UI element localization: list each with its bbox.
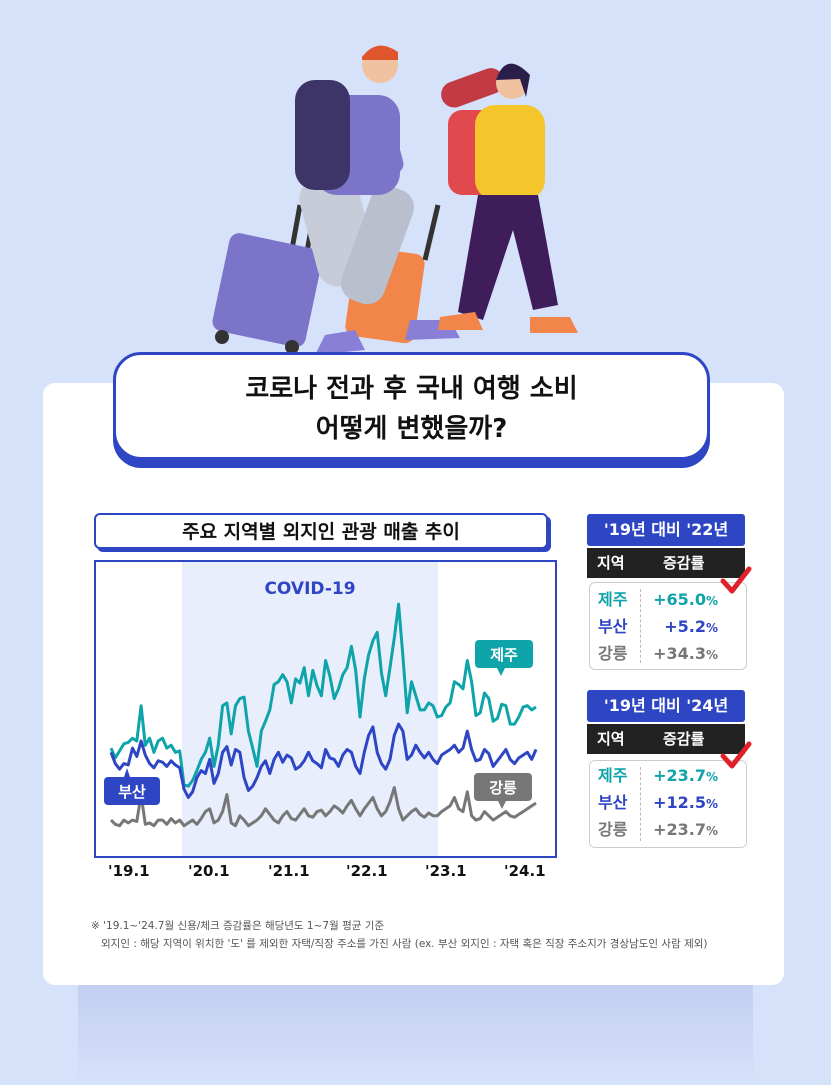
checkmark-icon <box>720 741 752 769</box>
busan-label-text: 부산 <box>118 783 146 801</box>
region: 강릉 <box>598 820 628 839</box>
rate: +5.2% <box>664 617 718 636</box>
x-tick-label: '19.1 <box>108 862 150 880</box>
col-rate: 증감률 <box>663 730 705 748</box>
table-24-heading: '19년 대비 '24년 <box>587 690 745 722</box>
series-label-jeju: 제주 <box>475 640 533 676</box>
series-line-2 <box>109 722 538 799</box>
rate: +12.5% <box>653 793 718 812</box>
table-24-body: 제주 +23.7% 부산 +12.5% 강릉 +23.7% <box>589 760 747 848</box>
col-rate: 증감률 <box>663 554 705 572</box>
rate: +23.7% <box>653 820 718 839</box>
table-24-column-header: 지역 증감률 <box>587 724 745 754</box>
region: 부산 <box>598 793 628 812</box>
jeju-label-text: 제주 <box>490 646 518 664</box>
heading-line-1: 코로나 전과 후 국내 여행 소비 <box>245 374 578 404</box>
chart-title: 주요 지역별 외지인 관광 매출 추이 <box>94 513 548 549</box>
x-tick-label: '23.1 <box>425 862 467 880</box>
heading-box: 코로나 전과 후 국내 여행 소비 어떻게 변했을까? <box>113 352 710 460</box>
bottom-shadow <box>78 985 753 1085</box>
x-tick-label: '22.1 <box>346 862 388 880</box>
x-tick-label: '20.1 <box>188 862 230 880</box>
purple-suitcase <box>212 233 323 348</box>
table-22-body: 제주 +65.0% 부산 +5.2% 강릉 +34.3% <box>589 582 747 670</box>
rate: +23.7% <box>653 766 718 785</box>
table-row: 제주 +23.7% <box>590 763 746 789</box>
footnote-line-1: ※ '19.1~'24.7월 신용/체크 증감률은 해당년도 1~7월 평균 기… <box>91 920 385 932</box>
divider <box>640 589 641 663</box>
rate: +65.0% <box>653 590 718 609</box>
travelers-illustration <box>212 45 578 355</box>
gangneung-label-text: 강릉 <box>489 779 517 797</box>
col-region: 지역 <box>597 554 625 572</box>
heading-line-2: 어떻게 변했을까? <box>315 414 508 444</box>
covid-label: COVID-19 <box>264 579 355 599</box>
x-tick-label: '21.1 <box>268 862 310 880</box>
table-row: 제주 +65.0% <box>590 587 746 613</box>
region: 제주 <box>598 766 628 785</box>
x-tick-label: '24.1 <box>504 862 546 880</box>
series-line-3 <box>109 786 537 828</box>
divider <box>640 767 641 841</box>
line-chart: COVID-19 <box>109 562 538 856</box>
table-row: 부산 +5.2% <box>590 614 746 640</box>
col-region: 지역 <box>597 730 625 748</box>
rate: +34.3% <box>653 644 718 663</box>
table-22-heading: '19년 대비 '22년 <box>587 514 745 546</box>
table-row: 강릉 +34.3% <box>590 641 746 667</box>
checkmark-icon <box>720 566 752 594</box>
series-label-busan: 부산 <box>104 768 160 805</box>
series-line-1 <box>109 602 537 788</box>
region: 강릉 <box>598 644 628 663</box>
table-row: 부산 +12.5% <box>590 790 746 816</box>
region: 제주 <box>598 590 628 609</box>
region: 부산 <box>598 617 628 636</box>
footnote-line-2: 외지인 : 해당 지역이 위치한 '도' 를 제외한 자택/직장 주소를 가진 … <box>101 938 708 950</box>
table-22-column-header: 지역 증감률 <box>587 548 745 578</box>
chart-frame: COVID-19 <box>94 560 557 858</box>
table-row: 강릉 +23.7% <box>590 817 746 843</box>
series-label-gangneung: 강릉 <box>474 773 532 809</box>
